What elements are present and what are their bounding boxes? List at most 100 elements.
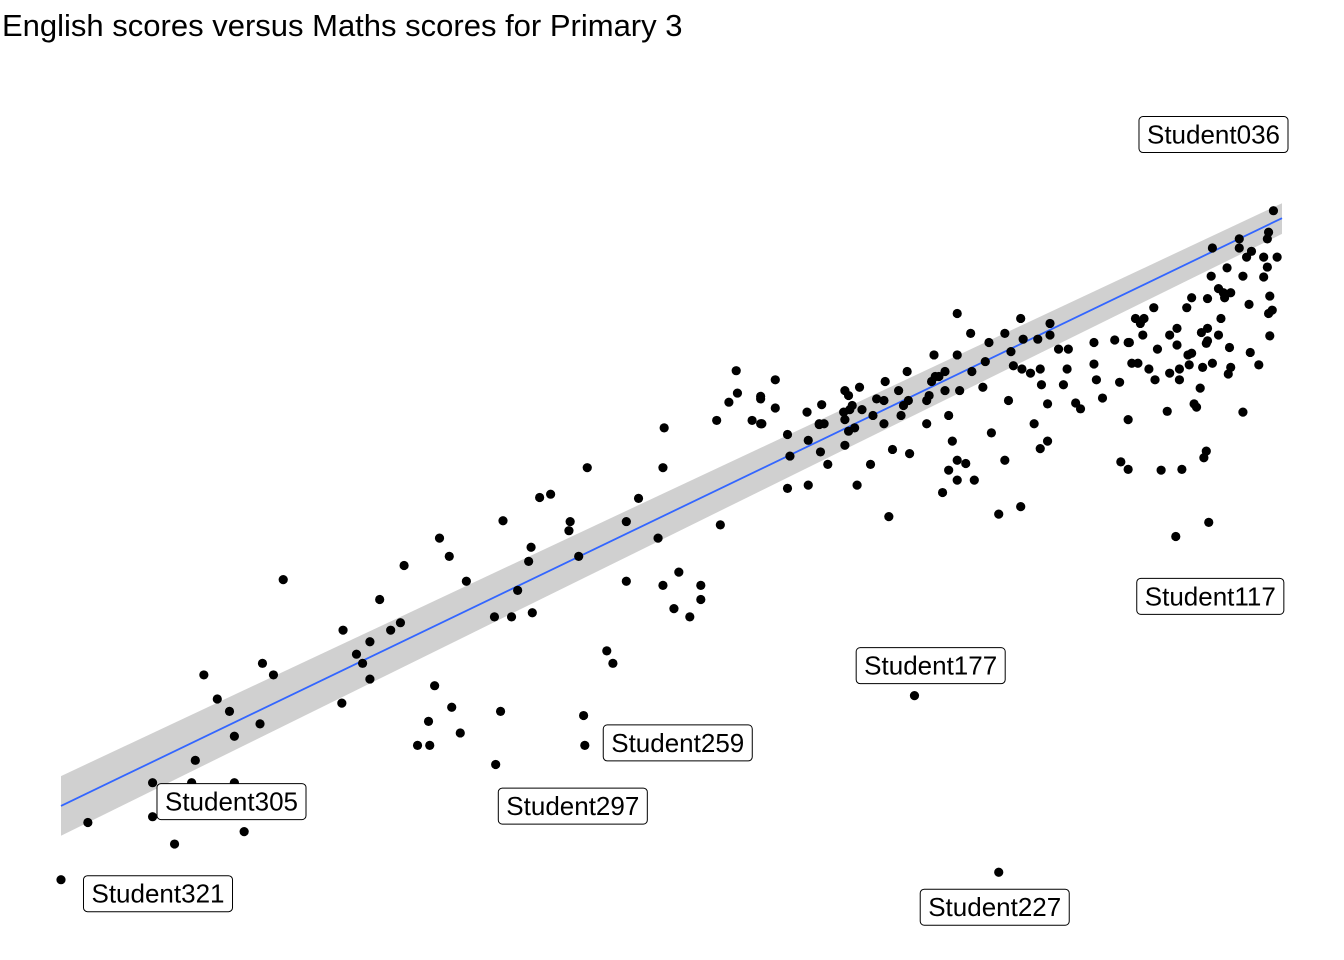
data-point bbox=[1262, 262, 1272, 272]
data-point bbox=[952, 475, 962, 485]
data-point bbox=[659, 423, 669, 433]
fit-line-layer bbox=[60, 217, 1283, 807]
data-point bbox=[674, 567, 684, 577]
data-point bbox=[224, 706, 235, 717]
data-point bbox=[770, 403, 780, 413]
data-point bbox=[857, 405, 867, 415]
data-point bbox=[399, 560, 409, 571]
data-point bbox=[696, 594, 706, 605]
data-point bbox=[1254, 360, 1264, 370]
annotation-layer: Student036 Student117 Student177 Student227… bbox=[82, 116, 1289, 926]
data-point bbox=[747, 415, 757, 426]
data-point bbox=[1036, 380, 1047, 390]
data-point bbox=[896, 410, 906, 421]
data-point bbox=[1045, 330, 1055, 340]
data-point bbox=[803, 480, 813, 490]
data-point bbox=[732, 388, 743, 398]
data-point bbox=[1165, 368, 1175, 378]
data-point bbox=[1204, 517, 1214, 527]
data-point bbox=[1226, 362, 1236, 372]
data-point bbox=[147, 778, 158, 788]
data-point bbox=[1139, 313, 1149, 324]
data-point bbox=[580, 740, 590, 750]
data-point bbox=[955, 385, 965, 396]
data-point bbox=[994, 867, 1004, 877]
data-point bbox=[1133, 358, 1143, 368]
data-point bbox=[1174, 364, 1185, 374]
data-point bbox=[257, 658, 268, 668]
data-point bbox=[337, 698, 347, 708]
data-point bbox=[1058, 380, 1069, 390]
data-point bbox=[1195, 383, 1205, 393]
data-point bbox=[823, 459, 833, 469]
data-point bbox=[658, 463, 668, 473]
data-point bbox=[1138, 330, 1148, 340]
data-point bbox=[229, 731, 239, 741]
data-point bbox=[840, 440, 850, 450]
data-point bbox=[669, 604, 679, 614]
point-label-text: Student297 bbox=[506, 791, 639, 821]
data-point bbox=[1053, 344, 1064, 354]
data-point bbox=[1063, 344, 1073, 354]
data-point bbox=[884, 511, 894, 522]
data-point bbox=[1201, 446, 1211, 456]
data-point bbox=[1182, 303, 1192, 313]
data-point bbox=[513, 585, 523, 595]
data-point bbox=[1259, 252, 1269, 262]
data-point bbox=[506, 612, 517, 622]
data-point bbox=[978, 382, 988, 392]
data-point bbox=[1123, 464, 1133, 474]
data-point bbox=[1097, 393, 1108, 403]
data-point bbox=[278, 574, 288, 585]
data-point bbox=[1075, 404, 1086, 414]
data-point bbox=[1018, 334, 1028, 344]
data-point bbox=[83, 817, 93, 828]
data-point bbox=[147, 812, 158, 822]
data-point bbox=[535, 492, 545, 503]
data-point bbox=[1213, 284, 1224, 294]
data-point bbox=[947, 436, 957, 446]
data-point bbox=[802, 407, 812, 417]
data-point bbox=[1045, 318, 1055, 329]
data-point bbox=[365, 674, 375, 684]
data-point bbox=[1268, 206, 1279, 216]
data-point bbox=[961, 458, 971, 469]
data-point bbox=[937, 487, 948, 498]
data-point bbox=[338, 625, 348, 635]
data-point bbox=[1220, 293, 1230, 303]
data-point bbox=[1174, 375, 1185, 385]
data-point bbox=[1152, 344, 1163, 354]
data-point bbox=[461, 576, 471, 586]
data-point bbox=[633, 493, 644, 503]
data-point bbox=[365, 637, 375, 647]
data-point bbox=[212, 694, 222, 704]
data-point bbox=[1006, 347, 1016, 357]
data-point bbox=[190, 755, 200, 765]
data-point bbox=[850, 423, 860, 433]
data-point bbox=[731, 366, 741, 376]
point-label: Student177 bbox=[855, 647, 1006, 685]
point-label-text: Student036 bbox=[1147, 120, 1280, 150]
data-point bbox=[984, 337, 994, 348]
data-point bbox=[1216, 313, 1226, 324]
data-point bbox=[1265, 291, 1275, 301]
data-point bbox=[819, 419, 829, 429]
data-point bbox=[491, 759, 501, 770]
data-point bbox=[1110, 335, 1120, 345]
data-point bbox=[658, 580, 668, 591]
data-point bbox=[444, 551, 454, 561]
data-point bbox=[847, 400, 857, 411]
data-point bbox=[574, 551, 584, 561]
data-point bbox=[1238, 407, 1248, 417]
data-point bbox=[425, 740, 435, 750]
data-point bbox=[527, 608, 537, 618]
data-point bbox=[1171, 531, 1181, 542]
data-point bbox=[840, 415, 850, 425]
data-point bbox=[423, 716, 434, 726]
data-point bbox=[1207, 243, 1218, 253]
data-point bbox=[1265, 331, 1275, 341]
data-point bbox=[526, 542, 536, 552]
data-point bbox=[940, 385, 950, 396]
data-point bbox=[967, 366, 977, 377]
